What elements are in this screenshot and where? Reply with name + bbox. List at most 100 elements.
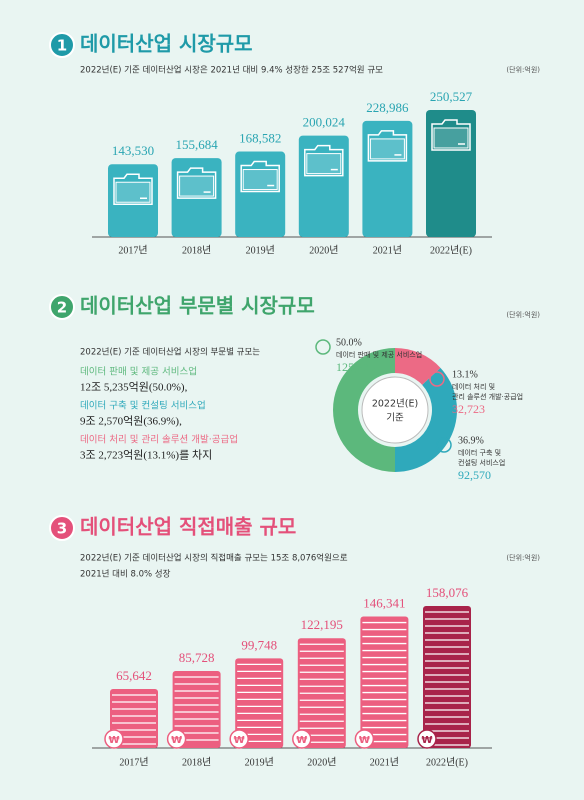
annotation-label: 관리 솔루션 개발·공급업 — [452, 392, 523, 401]
section-badge — [49, 32, 75, 58]
section-badge — [49, 515, 75, 541]
value-label: 122,195 — [301, 617, 343, 632]
donut-center — [361, 376, 429, 444]
bar — [235, 151, 286, 237]
unit-label: (단위:억원) — [506, 553, 540, 562]
value-label: 99,748 — [241, 637, 277, 652]
bar — [362, 120, 413, 237]
description-heading: 데이터 처리 및 관리 솔루션 개발·공급업 — [80, 434, 238, 446]
value-label: 228,986 — [366, 100, 409, 115]
annotation-label: 데이터 처리 및 — [452, 382, 495, 391]
won-symbol: ₩ — [359, 735, 370, 746]
unit-label: (단위:억원) — [506, 310, 540, 319]
won-symbol: ₩ — [296, 735, 307, 746]
annotation-label: 컨설팅 서비스업 — [458, 458, 505, 467]
value-label: 250,527 — [430, 89, 473, 104]
subtitle: 2022년(E) 기준 데이터산업 시장의 직접매출 규모는 15조 8,076… — [80, 553, 348, 564]
won-coin — [229, 729, 249, 749]
annotation-amount: 92,570 — [458, 468, 491, 482]
description-detail: 3조 2,723억원(13.1%)를 차지 — [80, 449, 212, 462]
x-tick-label: 2020년 — [309, 244, 338, 256]
section-number: 1 — [57, 37, 67, 55]
annotation-percent: 13.1% — [452, 369, 478, 380]
won-coin — [417, 729, 437, 749]
folder-icon — [113, 173, 153, 205]
annotation-label: 데이터 판매 및 제공 서비스업 — [336, 350, 422, 359]
description-detail: 12조 5,235억원(50.0%), — [80, 381, 188, 394]
annotation-label: 데이터 구축 및 — [458, 448, 501, 457]
x-tick-label: 2022년(E) — [430, 244, 472, 256]
won-coin — [104, 729, 124, 749]
folder-icon — [367, 130, 408, 162]
description-detail: 9조 2,570억원(36.9%), — [80, 415, 182, 428]
x-tick-label: 2019년 — [245, 756, 274, 768]
donut-segment — [395, 367, 457, 473]
section-title: 데이터산업 부문별 시장규모 — [80, 294, 315, 318]
description-heading: 데이터 구축 및 컨설팅 서비스업 — [80, 400, 206, 412]
section-title: 데이터산업 직접매출 규모 — [80, 515, 296, 539]
description-intro: 2022년(E) 기준 데이터산업 시장의 부문별 규모는 — [80, 347, 260, 358]
section-number: 2 — [57, 299, 67, 317]
x-tick-label: 2018년 — [182, 756, 211, 768]
annotation-icon — [429, 371, 445, 387]
won-coin — [166, 729, 187, 749]
won-coin — [292, 729, 312, 749]
bar — [110, 689, 158, 748]
x-tick-label: 2018년 — [182, 244, 211, 256]
x-tick-label: 2021년 — [373, 244, 402, 256]
donut-segment — [333, 348, 395, 472]
x-tick-label: 2022년(E) — [426, 756, 468, 768]
description-heading: 데이터 판매 및 제공 서비스업 — [80, 366, 197, 378]
center-label: 2022년(E) — [372, 399, 418, 410]
value-label: 143,530 — [112, 143, 154, 158]
unit-label: (단위:억원) — [506, 65, 540, 74]
x-tick-label: 2021년 — [370, 756, 399, 768]
value-label: 146,341 — [363, 596, 405, 611]
annotation-amount: 32,723 — [452, 402, 485, 416]
folder-icon — [240, 160, 280, 193]
folder-sheet — [369, 138, 405, 160]
won-symbol: ₩ — [234, 735, 245, 746]
value-label: 155,684 — [175, 137, 218, 152]
value-label: 85,728 — [179, 650, 215, 665]
bar — [298, 135, 349, 237]
folder-icon — [176, 167, 217, 199]
value-label: 158,076 — [426, 585, 469, 600]
bar — [423, 606, 471, 748]
bar — [360, 616, 409, 748]
folder-sheet — [306, 153, 342, 175]
folder-sheet — [115, 181, 151, 203]
folder-icon — [431, 119, 471, 151]
folder-sheet — [242, 169, 278, 191]
won-symbol: ₩ — [171, 735, 182, 746]
subtitle: 2022년(E) 기준 데이터산업 시장은 2021년 대비 9.4% 성장한 … — [80, 65, 383, 76]
annotation-icon — [315, 339, 331, 355]
bar — [426, 110, 476, 237]
section-title: 데이터산업 시장규모 — [80, 32, 253, 56]
donut-segment — [395, 348, 441, 385]
value-label: 200,024 — [303, 115, 346, 130]
x-tick-label: 2017년 — [119, 756, 148, 768]
x-tick-label: 2019년 — [246, 244, 275, 256]
won-symbol: ₩ — [421, 735, 432, 746]
value-label: 168,582 — [239, 131, 281, 146]
annotation-icon — [436, 437, 452, 453]
section-number: 3 — [57, 520, 67, 538]
won-symbol: ₩ — [108, 735, 119, 746]
won-coin — [354, 729, 375, 749]
annotation-amount: 125,235 — [336, 360, 375, 374]
folder-icon — [304, 144, 344, 177]
folder-sheet — [179, 175, 215, 197]
section-badge — [49, 294, 75, 320]
center-label: 기준 — [386, 413, 404, 424]
bar — [235, 658, 284, 748]
x-tick-label: 2017년 — [118, 244, 147, 256]
x-tick-label: 2020년 — [307, 756, 336, 768]
value-label: 65,642 — [116, 668, 152, 683]
annotation-percent: 36.9% — [458, 435, 484, 446]
folder-sheet — [433, 127, 469, 149]
subtitle: 2021년 대비 8.0% 성장 — [80, 569, 171, 580]
bar — [172, 670, 221, 748]
